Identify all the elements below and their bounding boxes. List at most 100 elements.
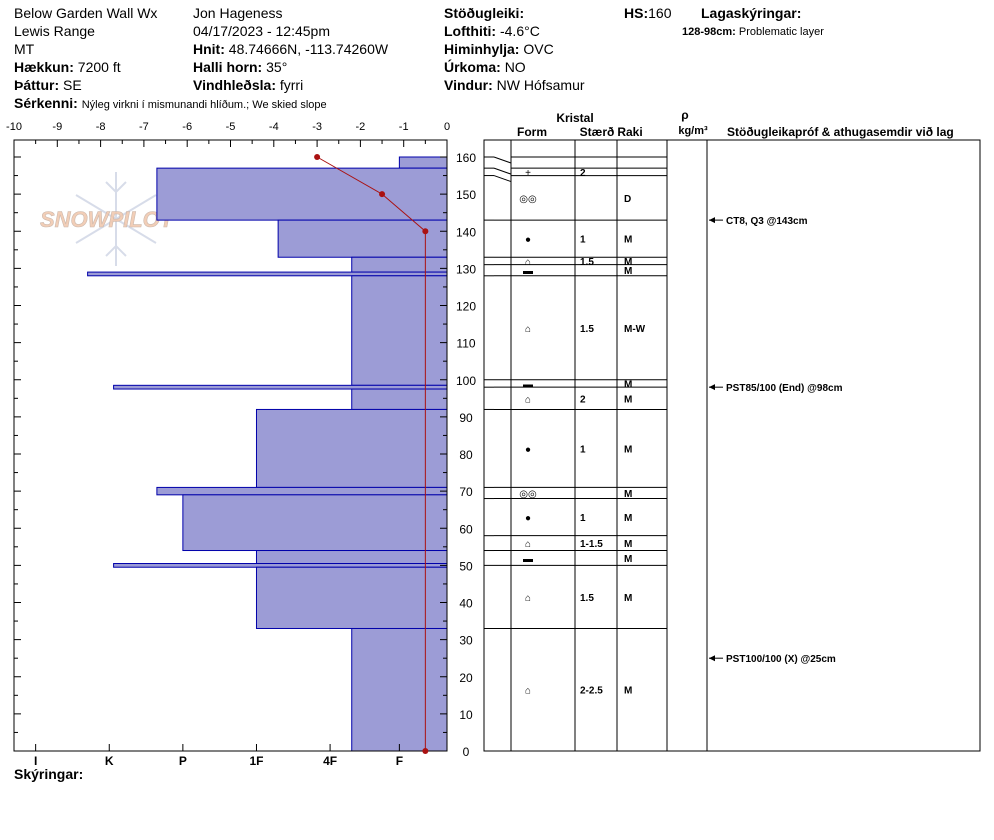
hs-value: 160 (648, 5, 672, 21)
depth-tick-label: 160 (456, 151, 476, 165)
sky-label: Himinhylja: (444, 41, 520, 57)
layer-note-text: Problematic layer (738, 26, 824, 38)
grain-form-faceted-rounded-icon: ⌂ (525, 686, 531, 697)
grain-form-rounded-icon: ● (525, 235, 531, 246)
temperature-point (422, 228, 429, 235)
grain-form-crust-icon: ▬ (523, 266, 533, 277)
coords-label: Hnit: (193, 41, 225, 57)
grain-form-crust-icon: ▬ (523, 379, 533, 390)
depth-tick-label: 60 (459, 522, 473, 536)
depth-connector (493, 167, 512, 175)
depth-tick-label: 110 (456, 337, 475, 351)
features-value: Nýleg virkni í mismunandi hlíðum.; We sk… (81, 99, 327, 111)
moisture: M (624, 266, 632, 277)
depth-tick-label: 50 (459, 559, 473, 573)
size-header: Stærð (580, 125, 615, 139)
state-name: MT (14, 41, 35, 57)
hardness-bars (87, 156, 448, 752)
layer-notes-label: Lagaskýringar: (701, 5, 802, 21)
slope-label: Halli horn: (193, 59, 263, 75)
hs-row: HS:160 (624, 5, 671, 21)
features-label: Sérkenni: (14, 95, 78, 111)
precip-row: Úrkoma: NO (444, 59, 526, 75)
observation-datetime: 04/17/2023 - 12:45pm (193, 23, 330, 39)
wind-row: Vindur: NW Hófsamur (444, 77, 585, 93)
wind-loading-row: Vindhleðsla: fyrri (193, 77, 303, 93)
grain-size: 2 (580, 168, 586, 179)
grain-form-faceted-rounded-icon: ⌂ (525, 394, 531, 405)
hardness-tick-label: F (396, 754, 403, 768)
stability-test: PST100/100 (X) @25cm (726, 654, 836, 665)
air-temp-label: Lofthiti: (444, 23, 497, 39)
temperature-profile (314, 154, 429, 754)
moisture: M (624, 593, 632, 604)
moisture: M (624, 379, 632, 390)
coords-row: Hnit: 48.74666N, -113.74260W (193, 41, 388, 57)
aspect-row: Þáttur: SE (14, 77, 82, 93)
hardness-bar (156, 167, 448, 221)
grain-size: 2-2.5 (580, 686, 603, 697)
depth-tick-label: 130 (456, 262, 476, 276)
hardness-bar (351, 256, 448, 273)
grain-form-faceted-rounded-icon: ⌂ (525, 324, 531, 335)
grain-form-precipitation-icon: + (525, 168, 531, 179)
hardness-tick-label: 1F (249, 754, 263, 768)
hardness-bar (255, 550, 448, 565)
sky-row: Himinhylja: OVC (444, 41, 554, 57)
hardness-bar (351, 275, 448, 386)
temp-tick-label: -4 (269, 121, 279, 133)
air-temp-row: Lofthiti: -4.6°C (444, 23, 540, 39)
grain-size: 1 (580, 513, 586, 524)
profile-axes: -10 -9 -8 -7 -6 -5 -4 -3 -2 -1 0I K P 1F 4F F0102030405… (6, 121, 476, 768)
moisture: D (624, 194, 631, 205)
depth-tick-label: 150 (456, 188, 476, 202)
grain-form-faceted-rounded-icon: ⌂ (525, 257, 531, 268)
temp-tick-label: -6 (182, 121, 192, 133)
wind-loading-label: Vindhleðsla: (193, 77, 276, 93)
moisture: M-W (624, 324, 646, 335)
depth-tick-label: 100 (456, 374, 476, 388)
hardness-bar (255, 408, 448, 488)
coords-value: 48.74666N, -113.74260W (228, 41, 389, 57)
temp-tick-label: -9 (52, 121, 62, 133)
precip-label: Úrkoma: (444, 59, 501, 75)
table-frame (483, 139, 981, 752)
hardness-tick-label: K (105, 754, 114, 768)
stability-test: CT8, Q3 @143cm (726, 216, 808, 227)
depth-tick-label: 80 (459, 448, 473, 462)
temp-tick-label: -2 (356, 121, 366, 133)
moisture: M (624, 554, 632, 565)
depth-tick-label: 20 (459, 671, 473, 685)
hardness-bar (182, 494, 448, 552)
hardness-tick-label: P (179, 754, 187, 768)
grain-size: 2 (580, 394, 586, 405)
depth-tick-label: 0 (463, 745, 470, 759)
aspect-value: SE (63, 77, 82, 93)
depth-tick-label: 90 (459, 411, 473, 425)
temperature-point (379, 191, 386, 198)
depth-tick-label: 40 (459, 597, 473, 611)
hardness-tick-label: I (34, 754, 37, 768)
grain-form-rounded-icon: ● (525, 513, 531, 524)
hardness-tick-label: 4F (323, 754, 337, 768)
elevation-label: Hækkun: (14, 59, 74, 75)
moisture: M (624, 686, 632, 697)
grain-form-melt-freeze-icon: ◎◎ (519, 489, 536, 500)
hardness-bar (398, 156, 448, 169)
temp-tick-label: -3 (312, 121, 322, 133)
hardness-bar (277, 219, 448, 258)
stability-test: PST85/100 (End) @98cm (726, 383, 843, 394)
test-arrow-head (709, 217, 715, 224)
hardness-bar (351, 388, 448, 410)
crystal-header: Kristal (556, 111, 593, 125)
stability-label: Stöðugleiki: (444, 5, 525, 21)
elevation-row: Hækkun: 7200 ft (14, 59, 121, 75)
temperature-line (316, 156, 426, 751)
temp-tick-label: 0 (444, 121, 450, 133)
layer-note: 128-98cm: Problematic layer (682, 24, 824, 40)
temperature-point (314, 154, 321, 160)
rho-header: ρ (681, 108, 688, 122)
snowpilot-logo: SNOWPILOT (40, 207, 175, 232)
footer-label: Skýringar: (14, 766, 84, 782)
